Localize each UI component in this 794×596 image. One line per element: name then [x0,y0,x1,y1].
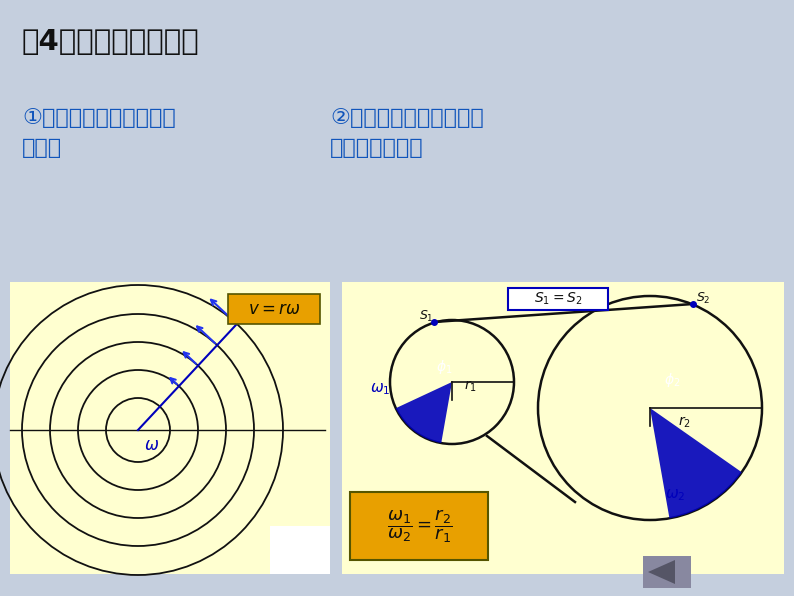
Bar [270,526,330,574]
Text: $r_2$: $r_2$ [678,415,691,430]
Text: $S_2$: $S_2$ [696,291,711,306]
Text: $\phi_2$: $\phi_2$ [664,371,680,389]
Bar [508,288,608,310]
Text: （4）两个有用的结论: （4）两个有用的结论 [22,28,200,56]
Wedge shape [650,408,742,519]
Text: $\dfrac{\omega_1}{\omega_2} = \dfrac{r_2}{r_1}$: $\dfrac{\omega_1}{\omega_2} = \dfrac{r_2… [387,507,453,545]
Text: ②同一皮带轮缘上各点的
线速度大小相等: ②同一皮带轮缘上各点的 线速度大小相等 [330,108,484,157]
Bar [10,282,330,574]
Wedge shape [395,382,452,443]
Text: $\omega$: $\omega$ [144,436,159,454]
Text: $S_1 = S_2$: $S_1 = S_2$ [534,291,582,307]
Bar [342,282,784,574]
Text: $\omega_2$: $\omega_2$ [665,487,685,502]
Bar [643,556,691,588]
Text: $\phi_1$: $\phi_1$ [436,358,453,376]
Bar [228,294,320,324]
Text: $r_1$: $r_1$ [464,379,477,395]
Bar [350,492,488,560]
Text: ①同一转盘上各点的角速
度相同: ①同一转盘上各点的角速 度相同 [22,108,175,157]
Text: $S_1$: $S_1$ [419,309,434,324]
Polygon shape [648,560,675,584]
Text: $v = r\omega$: $v = r\omega$ [248,300,300,318]
Text: $\omega_1$: $\omega_1$ [370,381,391,397]
